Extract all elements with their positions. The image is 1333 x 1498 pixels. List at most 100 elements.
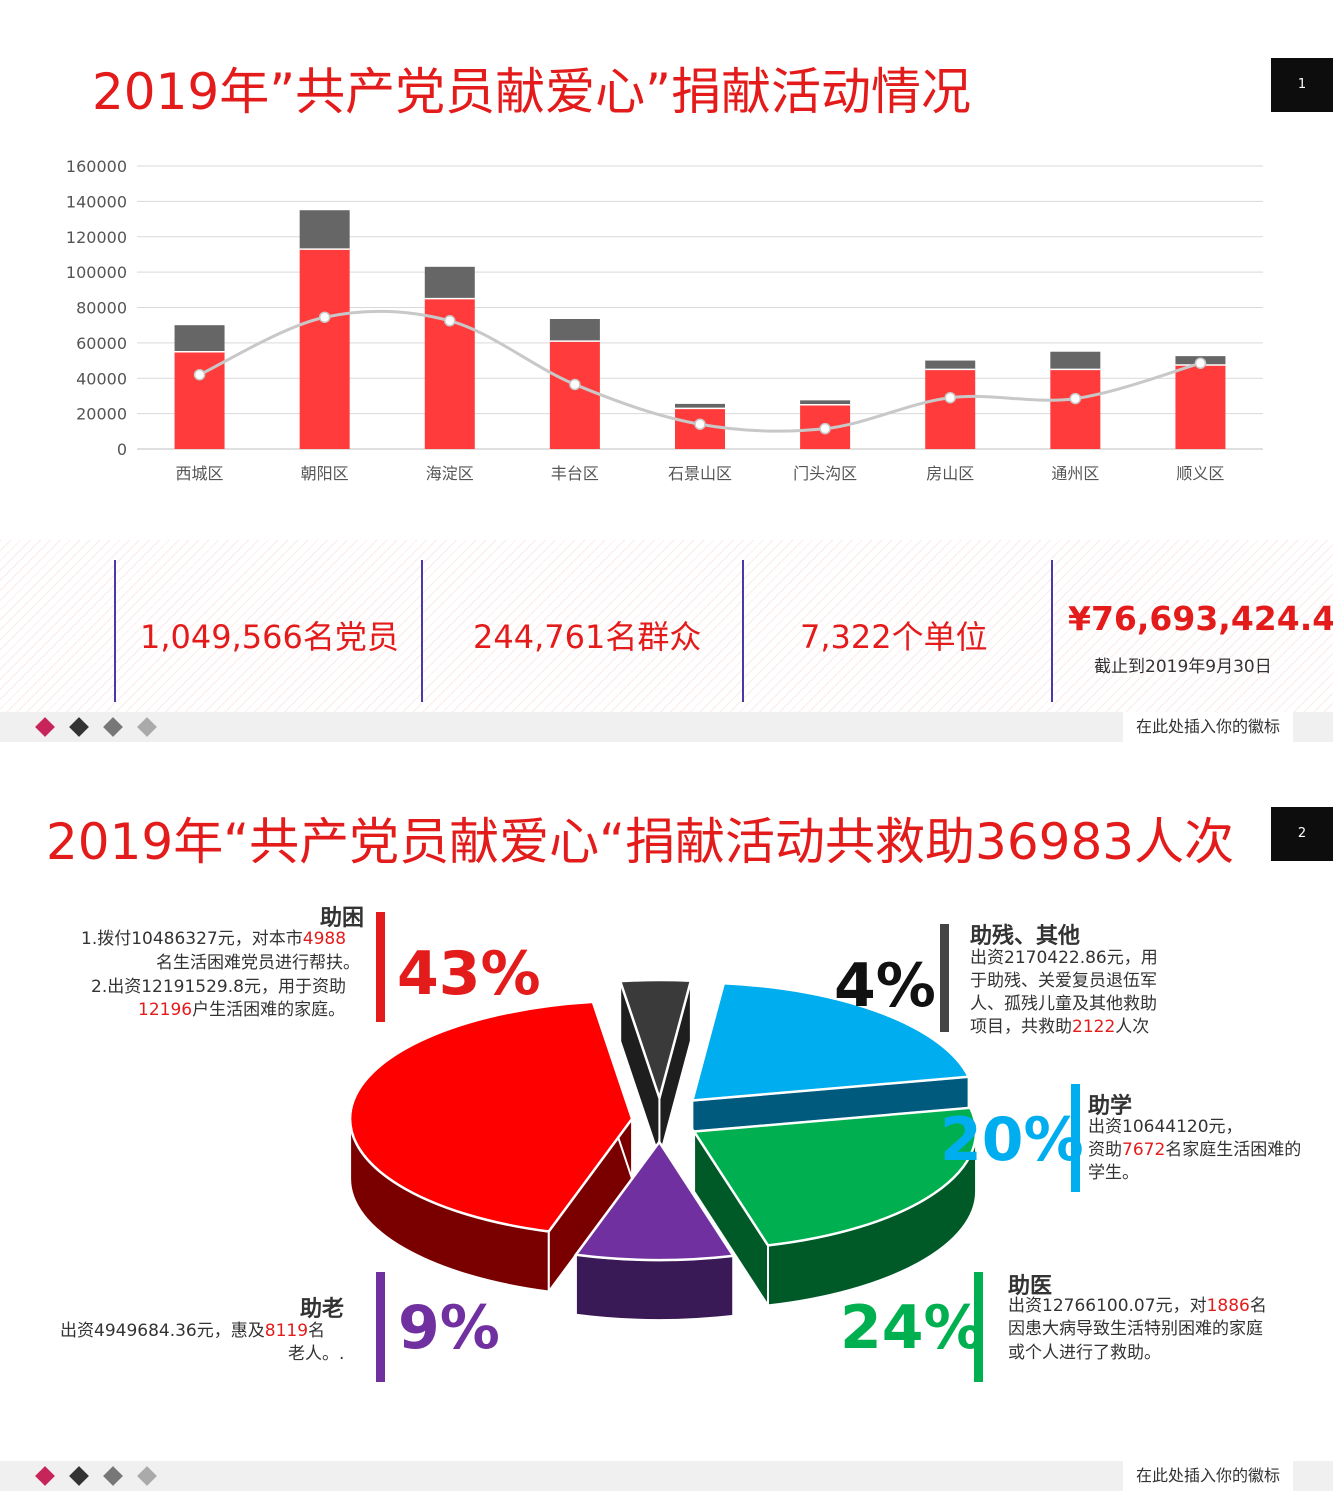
label-zhuxue-line1: 出资10644120元， (1088, 1117, 1243, 1137)
label-zhuyi-line2: 因患大病导致生活特别困难的家庭 (1008, 1319, 1263, 1339)
divider (114, 560, 116, 702)
x-tick-label: 顺义区 (1176, 464, 1224, 483)
y-tick-label: 40000 (76, 369, 127, 388)
divider (742, 560, 744, 702)
stat-as-of: 截止到2019年9月30日 (1094, 657, 1272, 677)
label-zhuyi-pct: 24% (840, 1293, 984, 1363)
trend-point (569, 378, 581, 391)
pie-chart (348, 978, 978, 1321)
pie-slice-rim (574, 1253, 735, 1321)
trend-point (1069, 392, 1082, 405)
label-zhuxue-line2: 资助7672名家庭生活困难的 (1088, 1140, 1302, 1160)
label-zhuyi-line3: 或个人进行了救助。 (1008, 1343, 1161, 1363)
x-tick-label: 西城区 (176, 464, 224, 483)
pie-slice-3 (691, 1106, 978, 1309)
bar-segment-top (174, 325, 225, 352)
bar-segment-base (299, 249, 350, 449)
bar-segment-base (1050, 369, 1101, 449)
footer-bar (0, 712, 1333, 742)
trend-point (694, 418, 706, 430)
label-zhulao-line1: 出资4949684.36元，惠及8119名 (60, 1321, 326, 1341)
y-tick-label: 160000 (66, 157, 127, 176)
label-zhuyi-title: 助医 (1008, 1274, 1053, 1299)
y-axis-ticks: 160000 140000 120000 100000 80000 60000 40000 2… (66, 157, 127, 459)
label-zhulao-title: 助老 (300, 1297, 345, 1322)
label-zhukun-title: 助困 (320, 906, 365, 931)
label-zhulao-bar (376, 1272, 385, 1382)
trend-point (193, 368, 206, 381)
x-tick-label: 通州区 (1051, 464, 1099, 483)
pie-slice-top (348, 1000, 634, 1233)
pie-slice-top (573, 1139, 736, 1262)
y-tick-label: 20000 (76, 405, 127, 424)
x-tick-label: 房山区 (926, 464, 974, 483)
stat-public: 244,761名群众 (473, 618, 702, 656)
label-zhuxue-title: 助学 (1088, 1094, 1133, 1119)
label-zhulao-line2: 老人。. (288, 1344, 345, 1364)
bar-segment-base (1175, 364, 1226, 449)
pie-slice-top (690, 981, 971, 1102)
bar-segment-top (424, 266, 475, 299)
x-tick-label: 海淀区 (426, 464, 474, 483)
y-tick-label: 60000 (76, 334, 127, 353)
trend-point (819, 422, 831, 435)
bar-segment-top (675, 403, 725, 409)
pie-slice-top (618, 978, 693, 1103)
y-tick-label: 120000 (66, 228, 127, 247)
bar-segment-top (1050, 351, 1101, 370)
label-zhukun-line4: 12196户生活困难的家庭。 (138, 1000, 346, 1020)
label-zhuyi-bar (974, 1272, 983, 1382)
slide-2: 2019年“共产党员献爱心“捐献活动共救助36983人次 2 助困 1.拨付10… (0, 748, 1333, 1498)
x-tick-label: 朝阳区 (301, 464, 349, 483)
bar-segment-base (549, 341, 600, 449)
label-zhukun-line3: 2.出资12191529.8元，用于资助 (91, 977, 346, 997)
trend-point (318, 311, 331, 323)
label-zhukun-bar (376, 912, 385, 1022)
label-zhucan-bar (940, 924, 949, 1032)
divider (1051, 560, 1053, 702)
bar-segment-base (174, 351, 225, 449)
stat-units: 7,322个单位 (800, 618, 988, 656)
trend-point (1194, 357, 1207, 369)
trend-point (444, 315, 456, 327)
trend-point (944, 391, 956, 404)
y-tick-label: 0 (117, 440, 127, 459)
label-zhuxue-line3: 学生。 (1088, 1163, 1139, 1183)
label-zhucan-title: 助残、其他 (970, 924, 1081, 949)
slide-title: 2019年”共产党员献爱心”捐献活动情况 (92, 63, 972, 121)
stats-band (0, 540, 1333, 712)
footer-logo-placeholder: 在此处插入你的徽标 (1123, 712, 1293, 742)
label-zhukun-pct: 43% (397, 939, 541, 1009)
page-number-badge: 1 (1271, 58, 1333, 112)
label-zhucan-line1: 出资2170422.86元，用 (970, 948, 1158, 968)
label-zhucan-line3: 人、孤残儿童及其他救助 (970, 994, 1157, 1014)
label-zhukun-line2: 名生活困难党员进行帮扶。 (156, 953, 360, 973)
pie-slice-4 (573, 1138, 736, 1321)
label-zhukun-line1: 1.拨付10486327元，对本市4988 (81, 929, 347, 949)
pie-slice-0 (348, 1000, 634, 1295)
pie-slice-top (691, 1106, 978, 1247)
chart-line (193, 309, 1207, 435)
label-zhucan-line2: 于助残、关爱复员退伍军 (970, 971, 1157, 991)
page-number-badge: 2 (1271, 807, 1333, 861)
bar-segment-base (925, 369, 976, 449)
footer-logo-placeholder: 在此处插入你的徽标 (1123, 1461, 1293, 1491)
label-zhucan-line4: 项目，共救助2122人次 (970, 1017, 1150, 1037)
stat-amount: ¥76,693,424.44 (1068, 599, 1333, 638)
y-tick-label: 100000 (66, 263, 127, 282)
chart-bars (174, 210, 1226, 449)
x-tick-label: 丰台区 (551, 464, 599, 483)
y-tick-label: 140000 (66, 192, 127, 211)
stat-members: 1,049,566名党员 (140, 618, 399, 656)
x-tick-label: 门头沟区 (793, 464, 857, 483)
y-tick-label: 80000 (76, 299, 127, 318)
divider (421, 560, 423, 702)
bar-segment-top (549, 318, 600, 342)
label-zhucan-pct: 4% (834, 951, 936, 1021)
footer-bar (0, 1461, 1333, 1491)
pie-slice-1 (618, 978, 693, 1159)
x-axis-ticks: 西城区 朝阳区 海淀区 丰台区 石景山区 门头沟区 房山区 通州区 顺义区 (176, 464, 1225, 483)
label-zhuxue-bar (1071, 1084, 1080, 1192)
slide-title: 2019年“共产党员献爱心“捐献活动共救助36983人次 (46, 813, 1235, 871)
bar-chart: 160000 140000 120000 100000 80000 60000 40000 2… (66, 157, 1263, 483)
